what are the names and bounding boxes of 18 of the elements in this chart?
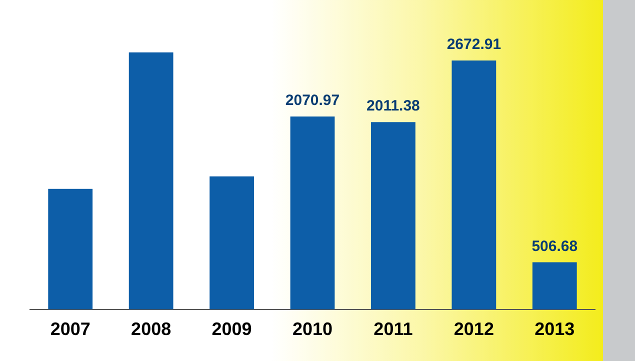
x-tick-label: 2012 (454, 319, 494, 340)
x-tick-label: 2010 (292, 319, 333, 340)
x-tick-label: 2011 (374, 319, 413, 340)
x-tick-label: 2013 (534, 319, 575, 340)
bar (290, 116, 335, 310)
x-tick-label: 2007 (50, 319, 90, 340)
data-label: 2672.91 (446, 36, 502, 54)
data-label: 2070.97 (285, 92, 340, 110)
bar (48, 188, 93, 310)
x-tick-label: 2008 (131, 319, 172, 340)
data-label: 2011.38 (366, 98, 420, 115)
bar (210, 176, 254, 310)
bar (128, 52, 174, 310)
data-label: 506.68 (532, 238, 578, 255)
x-tick-label: 2009 (212, 319, 252, 340)
bar (532, 262, 577, 310)
bar (452, 60, 496, 310)
bar (371, 122, 416, 310)
